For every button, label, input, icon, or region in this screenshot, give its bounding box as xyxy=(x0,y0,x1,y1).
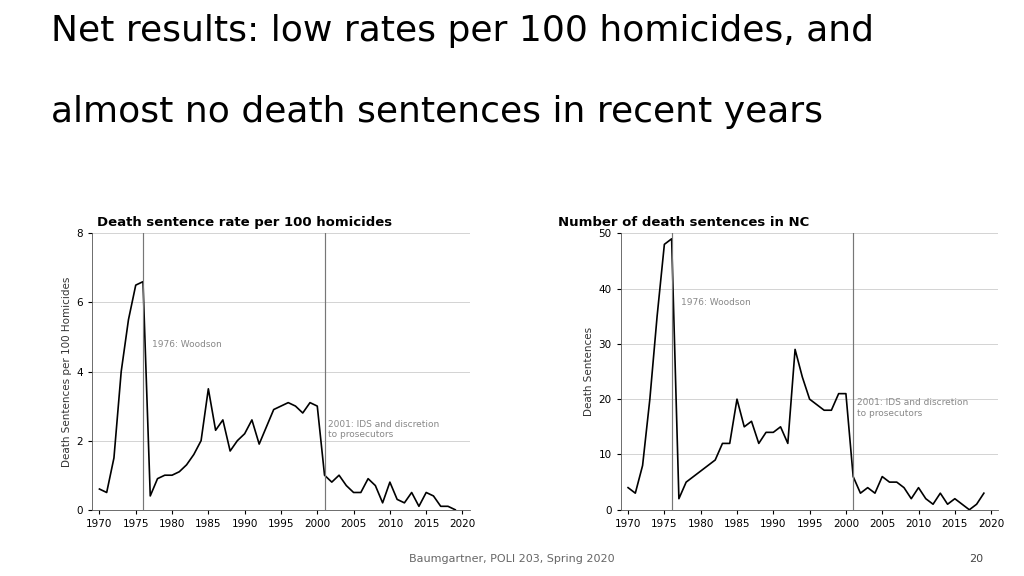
Text: almost no death sentences in recent years: almost no death sentences in recent year… xyxy=(51,95,823,129)
Text: Death sentence rate per 100 homicides: Death sentence rate per 100 homicides xyxy=(97,216,392,229)
Text: 2001: IDS and discretion
to prosecutors: 2001: IDS and discretion to prosecutors xyxy=(328,420,439,439)
Text: 1976: Woodson: 1976: Woodson xyxy=(681,298,751,307)
Y-axis label: Death Sentences per 100 Homicides: Death Sentences per 100 Homicides xyxy=(62,276,73,467)
Text: 20: 20 xyxy=(969,554,983,563)
Text: 2001: IDS and discretion
to prosecutors: 2001: IDS and discretion to prosecutors xyxy=(857,399,968,418)
Text: 1976: Woodson: 1976: Woodson xyxy=(153,340,222,349)
Text: Baumgartner, POLI 203, Spring 2020: Baumgartner, POLI 203, Spring 2020 xyxy=(410,554,614,563)
Text: Net results: low rates per 100 homicides, and: Net results: low rates per 100 homicides… xyxy=(51,14,874,48)
Text: Number of death sentences in NC: Number of death sentences in NC xyxy=(558,216,809,229)
Y-axis label: Death Sentences: Death Sentences xyxy=(585,327,595,416)
